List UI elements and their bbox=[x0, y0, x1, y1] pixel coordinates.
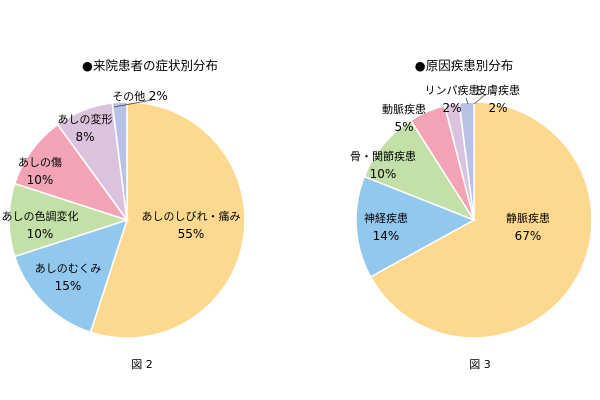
slice-value: 10% bbox=[27, 173, 54, 187]
slice-label: あしの色調変化 bbox=[2, 209, 79, 223]
slice-value: 15% bbox=[55, 279, 82, 293]
slice-label: リンパ疾患 bbox=[425, 83, 480, 97]
pie-slice bbox=[458, 101, 475, 221]
slice-value: 2% bbox=[442, 101, 461, 115]
pie-slice bbox=[8, 182, 130, 258]
slice-value: 2% bbox=[488, 101, 507, 115]
pie-slice bbox=[89, 101, 246, 339]
pie-chart-symptoms: ●来院患者の症状別分布 あしのしびれ・痛み 55% あしのむくみ 15% あしの色調変化… bbox=[2, 58, 246, 371]
pie-slice bbox=[13, 123, 129, 222]
slice-label: 神経疾患 bbox=[364, 211, 408, 225]
slice-label: その他 2% bbox=[112, 89, 168, 103]
chart-caption: 図 3 bbox=[469, 358, 491, 371]
chart-caption: 図 2 bbox=[131, 358, 153, 371]
slice-value: 10% bbox=[370, 167, 397, 181]
chart-title: ●原因疾患別分布 bbox=[415, 58, 513, 73]
slice-label: 動脈疾患 bbox=[382, 102, 426, 116]
slice-value: 55% bbox=[178, 227, 205, 241]
slice-label: あしの傷 bbox=[18, 155, 62, 169]
slice-value: 10% bbox=[27, 227, 54, 241]
slice-label: 皮膚疾患 bbox=[476, 83, 520, 97]
slice-label: あしのむくみ bbox=[35, 262, 101, 275]
slice-value: 14% bbox=[373, 229, 400, 243]
slice-label: 骨・関節疾患 bbox=[350, 149, 416, 163]
pie-chart-diseases: ●原因疾患別分布 静脈疾患 67% 神経疾患 14% 骨・関節疾患 10% 動脈疾患 5% リン… bbox=[350, 58, 593, 371]
slice-label: 静脈疾患 bbox=[506, 211, 550, 225]
slice-label: あしの変形 bbox=[58, 112, 113, 126]
chart-title: ●来院患者の症状別分布 bbox=[82, 58, 218, 73]
slice-value: 2% bbox=[149, 89, 168, 103]
slice-label: あしのしびれ・痛み bbox=[142, 209, 241, 223]
slice-value: 8% bbox=[75, 130, 94, 144]
leader-line bbox=[113, 99, 153, 108]
slice-name: その他 bbox=[112, 90, 149, 103]
leader-line bbox=[465, 97, 469, 105]
pie-slice bbox=[111, 101, 128, 221]
slice-value: 5% bbox=[394, 120, 413, 134]
slice-value: 67% bbox=[515, 229, 542, 243]
pie-slice bbox=[369, 101, 593, 339]
pie-slice bbox=[355, 175, 476, 278]
pie-slice bbox=[363, 119, 476, 222]
leader-line bbox=[473, 93, 487, 105]
